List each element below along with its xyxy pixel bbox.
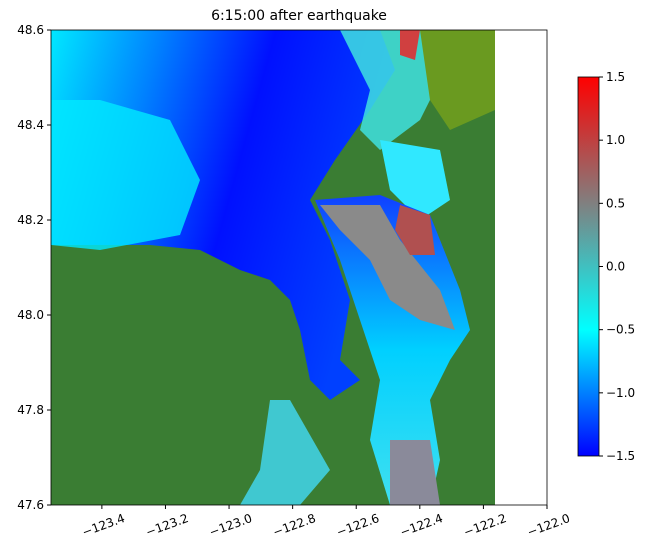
- y-tick-label: 48.0: [17, 308, 44, 322]
- colorbar-tick-label: 1.5: [606, 70, 625, 84]
- south-high-water: [390, 440, 440, 505]
- colorbar-tick-label: −1.5: [606, 449, 635, 463]
- sound-water: [315, 195, 470, 505]
- colorbar-tick-label: −1.0: [606, 386, 635, 400]
- bay-water: [380, 140, 450, 220]
- y-tick-label: 48.6: [17, 23, 44, 37]
- colorbar-tick-label: 0.5: [606, 196, 625, 210]
- colorbar-tick-label: 0.0: [606, 260, 625, 274]
- map-image: [51, 30, 495, 505]
- y-tick-label: 48.4: [17, 118, 44, 132]
- x-tick-label: −123.2: [144, 511, 191, 539]
- peak-water: [395, 205, 435, 255]
- colorbar: [577, 76, 600, 457]
- hood-canal: [240, 400, 330, 505]
- x-tick-label: −122.8: [271, 511, 318, 539]
- colorbar-tick-label: −0.5: [606, 323, 635, 337]
- x-tick-label: −122.0: [525, 511, 572, 539]
- high-water: [320, 205, 455, 330]
- colorbar-tick-label: 1.0: [606, 133, 625, 147]
- y-tick-label: 47.8: [17, 403, 44, 417]
- x-tick-label: −122.4: [398, 511, 445, 539]
- x-tick-label: −122.6: [335, 511, 382, 539]
- x-tick-label: −123.0: [207, 511, 254, 539]
- x-tick-label: −122.2: [462, 511, 509, 539]
- north-peak: [400, 30, 420, 60]
- y-tick-label: 48.2: [17, 213, 44, 227]
- plot-frame: [50, 29, 548, 506]
- x-tick-label: −123.4: [80, 511, 127, 539]
- strait-west: [51, 100, 200, 250]
- chart-title: 6:15:00 after earthquake: [211, 8, 387, 24]
- tidal-flats: [420, 30, 495, 130]
- y-tick-label: 47.6: [17, 498, 44, 512]
